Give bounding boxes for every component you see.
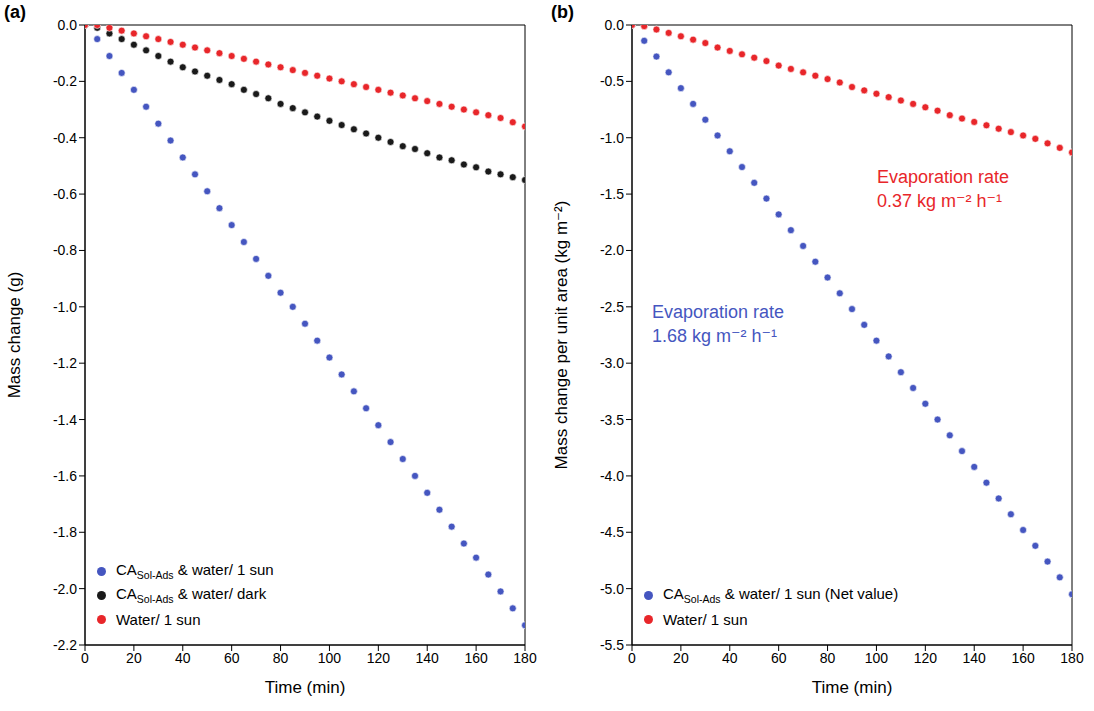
svg-text:Time (min): Time (min) — [812, 678, 893, 697]
svg-text:-5.5: -5.5 — [600, 637, 624, 653]
svg-text:Mass change per unit area (kg: Mass change per unit area (kg m⁻²) — [552, 201, 571, 470]
svg-text:160: 160 — [464, 650, 488, 666]
svg-text:0: 0 — [628, 650, 636, 666]
svg-text:-0.6: -0.6 — [53, 186, 77, 202]
svg-text:40: 40 — [722, 650, 738, 666]
svg-text:140: 140 — [963, 650, 987, 666]
html-text:(b): (b) — [551, 2, 574, 22]
svg-text:-1.6: -1.6 — [53, 468, 77, 484]
svg-text:100: 100 — [865, 650, 889, 666]
svg-text:-0.5: -0.5 — [600, 73, 624, 89]
svg-text:-2.0: -2.0 — [53, 581, 77, 597]
html-text:Evaporation rate: Evaporation rate — [652, 302, 785, 322]
svg-text:-0.8: -0.8 — [53, 242, 77, 258]
svg-text:-0.4: -0.4 — [53, 130, 77, 146]
svg-text:Time (min): Time (min) — [265, 678, 346, 697]
html-text:(a): (a) — [4, 2, 26, 22]
svg-text:80: 80 — [820, 650, 836, 666]
svg-text:-0.2: -0.2 — [53, 73, 77, 89]
html-text:CASol-Ads& water/ 1 sun: CASol-Ads& water/ 1 sun — [116, 561, 274, 581]
svg-text:120: 120 — [914, 650, 938, 666]
svg-text:-1.2: -1.2 — [53, 355, 77, 371]
svg-text:-1.5: -1.5 — [600, 186, 624, 202]
svg-text:160: 160 — [1011, 650, 1035, 666]
svg-text:-2.2: -2.2 — [53, 637, 77, 653]
svg-text:-1.0: -1.0 — [53, 299, 77, 315]
svg-text:80: 80 — [273, 650, 289, 666]
html-text:Evaporation rate: Evaporation rate — [877, 167, 1010, 187]
svg-text:0.0: 0.0 — [605, 17, 625, 33]
svg-text:20: 20 — [673, 650, 689, 666]
html-text:Water/ 1 sun: Water/ 1 sun — [116, 610, 201, 628]
svg-text:-3.0: -3.0 — [600, 355, 624, 371]
svg-text:60: 60 — [771, 650, 787, 666]
svg-text:Mass change (g): Mass change (g) — [5, 272, 24, 399]
svg-text:-3.5: -3.5 — [600, 412, 624, 428]
html-text:CASol-Ads& water/ 1 sun (Net v: CASol-Ads& water/ 1 sun (Net value) — [663, 585, 899, 605]
svg-text:20: 20 — [126, 650, 142, 666]
svg-text:0.0: 0.0 — [58, 17, 78, 33]
svg-text:0: 0 — [81, 650, 89, 666]
svg-text:-1.0: -1.0 — [600, 130, 624, 146]
svg-text:-1.4: -1.4 — [53, 412, 77, 428]
svg-text:-1.8: -1.8 — [53, 524, 77, 540]
svg-text:120: 120 — [367, 650, 391, 666]
svg-text:-4.5: -4.5 — [600, 524, 624, 540]
svg-text:40: 40 — [175, 650, 191, 666]
svg-text:-2.5: -2.5 — [600, 299, 624, 315]
html-text:1.68 kg m⁻² h⁻¹: 1.68 kg m⁻² h⁻¹ — [652, 326, 777, 346]
svg-text:100: 100 — [318, 650, 342, 666]
html-text:Water/ 1 sun: Water/ 1 sun — [663, 610, 748, 628]
svg-text:-4.0: -4.0 — [600, 468, 624, 484]
html-text:0.37 kg m⁻² h⁻¹: 0.37 kg m⁻² h⁻¹ — [877, 191, 1002, 211]
svg-text:60: 60 — [224, 650, 240, 666]
html-text:CASol-Ads& water/ dark: CASol-Ads& water/ dark — [116, 585, 267, 605]
svg-text:-5.0: -5.0 — [600, 581, 624, 597]
svg-text:140: 140 — [416, 650, 440, 666]
svg-text:180: 180 — [1060, 650, 1084, 666]
svg-text:180: 180 — [513, 650, 537, 666]
svg-text:-2.0: -2.0 — [600, 242, 624, 258]
